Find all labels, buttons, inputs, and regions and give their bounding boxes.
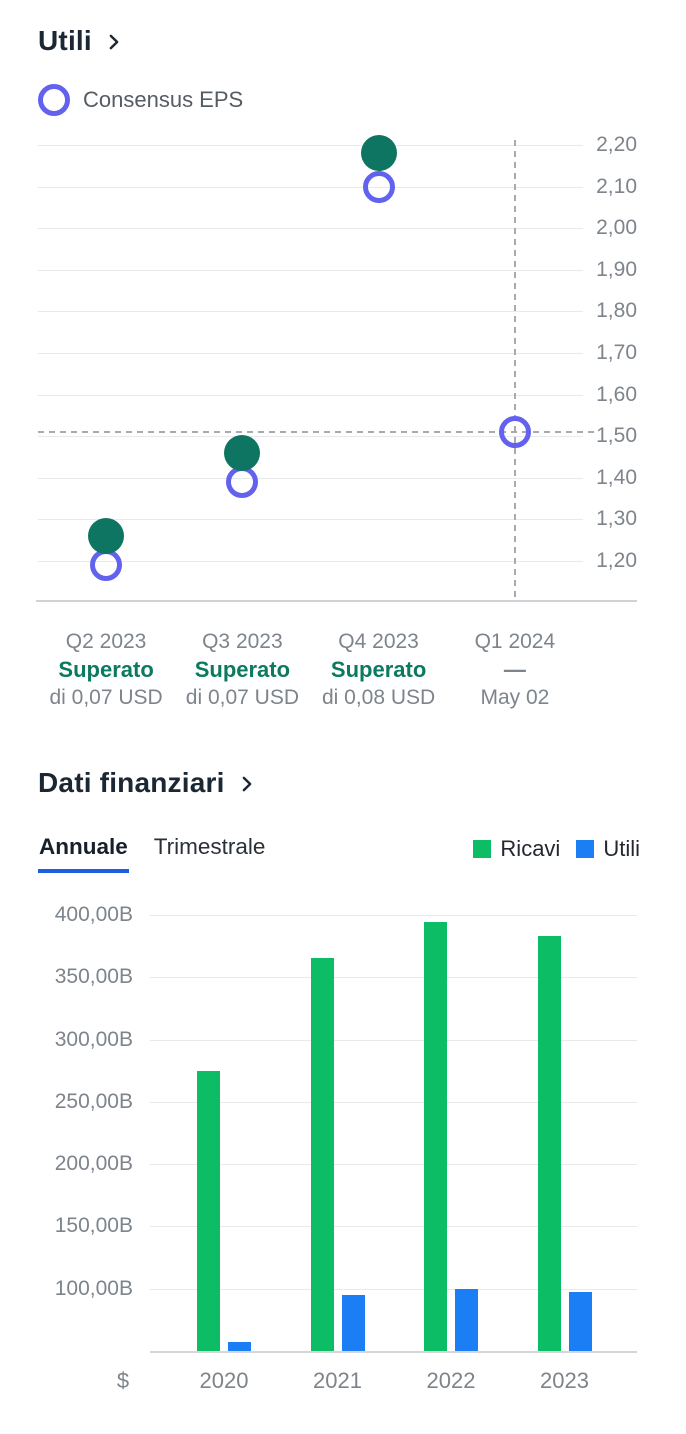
financials-title: Dati finanziari — [38, 767, 225, 798]
y-axis-tick-label: 1,70 — [596, 341, 637, 364]
gridline — [38, 145, 583, 146]
gridline — [38, 477, 583, 479]
utili-bar[interactable] — [341, 1295, 365, 1351]
ricavi-bar[interactable] — [424, 922, 447, 1351]
gridline — [38, 353, 583, 354]
y-axis-tick-label: 2,20 — [596, 133, 637, 156]
beat-amount-label: di 0,08 USD — [321, 686, 436, 709]
quarter-label-group: Q4 2023 Superato di 0,08 USD — [304, 628, 454, 712]
gridline — [150, 1288, 637, 1290]
utili-bar[interactable] — [455, 1288, 478, 1351]
x-axis-line — [150, 1351, 637, 1353]
quarter-label: Q2 2023 — [65, 630, 147, 653]
x-axis-line — [36, 600, 637, 602]
gridline — [150, 1226, 637, 1228]
gridline — [38, 394, 583, 396]
gridline — [150, 1039, 637, 1041]
consensus-eps-marker[interactable] — [226, 466, 259, 498]
chevron-right-icon — [242, 776, 251, 792]
gridline — [38, 311, 583, 313]
beat-status-label: — — [503, 657, 526, 682]
beat-status-label: Superato — [330, 657, 427, 682]
beat-amount-label: di 0,07 USD — [49, 686, 163, 709]
quarter-label: Q3 2023 — [202, 630, 283, 653]
financials-controls: Annuale Trimestrale Ricavi Utili — [0, 834, 686, 874]
consensus-eps-marker[interactable] — [362, 170, 395, 203]
x-axis-year-label: 2020 — [199, 1368, 249, 1393]
y-axis-tick-label: 400,00B — [54, 902, 133, 926]
financials-legend: Ricavi Utili — [473, 836, 640, 862]
consensus-eps-legend: Consensus EPS — [38, 84, 243, 116]
actual-eps-marker[interactable] — [88, 518, 125, 554]
eps-xaxis-labels: Q2 2023 Superato di 0,07 USD Q3 2023 Superat… — [0, 628, 686, 714]
tab-trimestrale[interactable]: Trimestrale — [153, 834, 267, 873]
y-axis-tick-label: 300,00B — [54, 1027, 133, 1051]
x-axis-year-label: 2021 — [313, 1368, 362, 1393]
gridline — [38, 519, 583, 521]
beat-amount-label: di 0,07 USD — [185, 686, 299, 709]
x-axis-year-label: 2022 — [426, 1368, 476, 1393]
y-axis-tick-label: 1,40 — [596, 465, 637, 489]
y-axis-tick-label: 2,10 — [596, 174, 637, 198]
consensus-ring-icon — [38, 84, 70, 116]
estimate-dashed-hline — [38, 431, 594, 433]
y-axis-tick-label: 1,90 — [596, 257, 637, 281]
ricavi-bar[interactable] — [197, 1071, 220, 1351]
gridline — [150, 977, 637, 979]
y-axis-tick-label: 200,00B — [54, 1152, 133, 1176]
y-axis-tick-label: 250,00B — [54, 1089, 133, 1113]
financials-bar-chart: 400,00B 350,00B 300,00B 250,00B 200,00B 150,0… — [0, 900, 686, 1355]
gridline — [38, 228, 583, 230]
ricavi-bar[interactable] — [310, 957, 334, 1351]
utili-legend-swatch — [576, 840, 595, 858]
y-axis-tick-label: 1,20 — [596, 549, 637, 572]
y-axis-tick-label: 350,00B — [54, 965, 133, 989]
earnings-header-link[interactable]: Utili — [38, 25, 123, 57]
y-axis-tick-label: 1,50 — [596, 424, 637, 448]
tab-annuale[interactable]: Annuale — [38, 834, 129, 873]
gridline — [38, 269, 583, 271]
actual-eps-marker[interactable] — [360, 135, 397, 172]
beat-status-label: Superato — [58, 657, 154, 682]
gridline — [150, 1101, 637, 1103]
earnings-title: Utili — [38, 25, 92, 56]
quarter-label-group: Q1 2024 — May 02 — [440, 628, 590, 712]
consensus-eps-label: Consensus EPS — [83, 87, 244, 112]
gridline — [150, 1164, 637, 1166]
currency-symbol-label: $ — [116, 1368, 130, 1393]
beat-amount-label: May 02 — [480, 686, 550, 709]
utili-bar[interactable] — [228, 1341, 251, 1351]
financials-xaxis-labels: $ 2020 2021 2022 2023 — [0, 1368, 686, 1396]
utili-legend-label: Utili — [603, 836, 640, 861]
actual-eps-marker[interactable] — [224, 434, 261, 471]
chevron-right-icon — [109, 34, 119, 50]
gridline — [38, 186, 583, 188]
x-axis-year-label: 2023 — [540, 1368, 589, 1393]
beat-status-label: Superato — [194, 657, 291, 682]
y-axis-tick-label: 100,00B — [54, 1276, 133, 1300]
estimate-dashed-vline — [513, 140, 516, 601]
financials-header-link[interactable]: Dati finanziari — [38, 767, 256, 799]
gridline — [38, 436, 583, 438]
period-tabs: Annuale Trimestrale — [38, 834, 266, 873]
consensus-eps-marker[interactable] — [498, 416, 531, 448]
quarter-label: Q1 2024 — [474, 630, 556, 653]
gridline — [38, 561, 583, 562]
ricavi-legend-label: Ricavi — [500, 836, 561, 861]
y-axis-tick-label: 2,00 — [596, 216, 637, 240]
y-axis-tick-label: 1,30 — [596, 507, 637, 531]
utili-bar[interactable] — [568, 1292, 592, 1351]
eps-scatter-chart: 2,20 2,10 2,00 1,90 1,80 1,70 1,60 1,50 1,40 1,30… — [0, 130, 686, 603]
quarter-label: Q4 2023 — [338, 630, 419, 653]
quarter-label-group: Q2 2023 Superato di 0,07 USD — [31, 628, 181, 712]
y-axis-tick-label: 1,60 — [596, 382, 637, 406]
quarter-label-group: Q3 2023 Superato di 0,07 USD — [167, 628, 317, 712]
ricavi-bar[interactable] — [537, 935, 561, 1351]
ricavi-legend-swatch — [473, 840, 492, 858]
gridline — [150, 914, 637, 916]
y-axis-tick-label: 150,00B — [54, 1214, 133, 1238]
y-axis-tick-label: 1,80 — [596, 299, 637, 323]
